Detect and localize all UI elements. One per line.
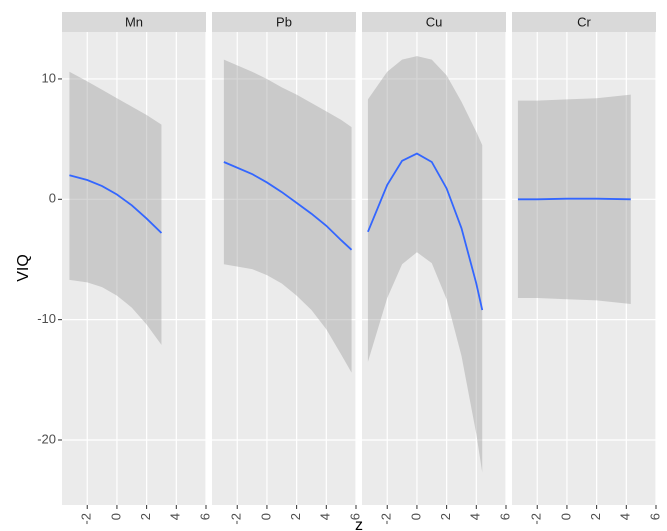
y-tick-label: 0 [49,191,56,206]
x-tick-label: 6 [197,513,212,520]
x-tick-label: 4 [618,513,633,520]
panel-background [212,32,356,505]
y-tick-label: -10 [37,311,56,326]
strip-label: Pb [276,14,292,29]
panel-background [62,32,206,505]
x-tick-label: 2 [138,513,153,520]
x-tick-label: -2 [229,513,244,525]
strip-label: Cu [426,14,443,29]
x-tick-label: 4 [318,513,333,520]
x-tick-label: 4 [468,513,483,520]
x-tick-label: 0 [558,513,573,520]
x-tick-label: 2 [438,513,453,520]
strip [62,12,206,32]
strip [362,12,506,32]
y-axis-title: VIQ [15,254,32,282]
x-tick-label: 0 [258,513,273,520]
x-tick-label: 4 [168,513,183,520]
x-tick-label: 2 [288,513,303,520]
fit-line [223,161,353,251]
confidence-band [69,71,162,345]
y-tick-label: 10 [42,70,56,85]
x-tick-label: 0 [108,513,123,520]
fit-line [517,197,631,201]
strip-label: Mn [125,14,143,29]
strip [512,12,656,32]
x-tick-label: 6 [497,513,512,520]
x-tick-label: 6 [647,513,662,520]
x-tick-label: 0 [408,513,423,520]
strip [212,12,356,32]
fit-line [69,174,163,234]
y-tick-label: -20 [37,431,56,446]
fit-line [367,152,484,311]
confidence-band [223,59,352,373]
strip-label: Cr [577,14,591,29]
x-tick-label: -2 [529,513,544,525]
confidence-band [367,56,483,473]
x-tick-label: -2 [379,513,394,525]
x-tick-label: 6 [347,513,362,520]
x-tick-label: -2 [79,513,94,525]
panel-background [362,32,506,505]
panel-background [512,32,656,505]
x-tick-label: 2 [588,513,603,520]
x-axis-title: z [355,517,363,531]
